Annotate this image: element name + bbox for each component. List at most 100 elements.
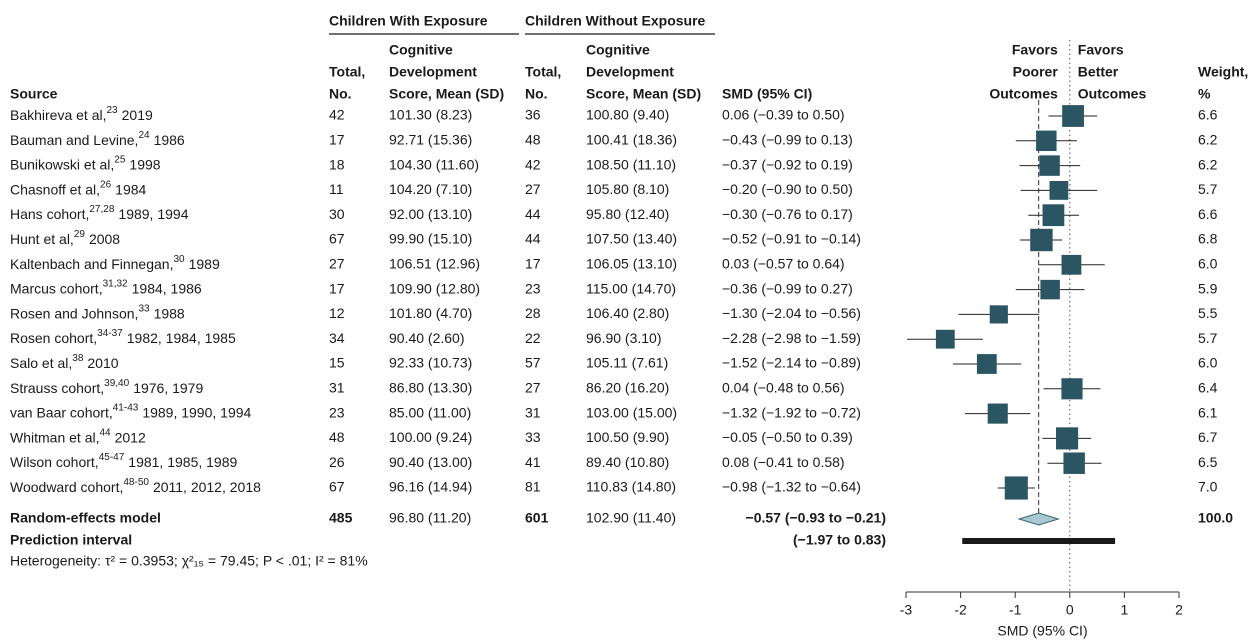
favors-left: Favors	[1012, 42, 1058, 58]
x-tick-label: -2	[954, 602, 967, 618]
source-year: 1988	[154, 305, 185, 321]
source: Rosen and Johnson,33 1988	[10, 303, 185, 321]
source: van Baar cohort,41-43 1989, 1990, 1994	[10, 402, 252, 420]
smd-ci: −2.28 (−2.98 to −1.59)	[722, 330, 861, 346]
effect-square	[1056, 427, 1079, 450]
column-header: Total,	[525, 64, 561, 80]
smd-ci: −0.43 (−0.99 to 0.13)	[722, 132, 853, 148]
smd-ci: 0.06 (−0.39 to 0.50)	[722, 107, 845, 123]
smd-ci: −0.52 (−0.91 to −0.14)	[722, 231, 861, 247]
weight: 6.4	[1198, 380, 1218, 396]
source-name: Bauman and Levine,	[10, 132, 138, 148]
total-unexposed: 23	[525, 280, 541, 296]
favors-right: Outcomes	[1078, 86, 1147, 102]
source-name: Whitman et al,	[10, 429, 99, 445]
weight: 5.9	[1198, 280, 1218, 296]
smd-ci: −1.30 (−2.04 to −0.56)	[722, 305, 861, 321]
effect-square	[1036, 130, 1057, 152]
smd-ci: −0.20 (−0.90 to 0.50)	[722, 181, 853, 197]
source-year: 1989	[189, 256, 220, 272]
source-name: Salo et al,	[10, 355, 72, 371]
source-ref: 23	[107, 105, 119, 116]
score-exposed: 101.30 (8.23)	[389, 107, 472, 123]
total-exposed: 12	[329, 305, 345, 321]
score-exposed: 100.00 (9.24)	[389, 429, 472, 445]
smd-ci: 0.04 (−0.48 to 0.56)	[722, 380, 845, 396]
source: Marcus cohort,31,32 1984, 1986	[10, 278, 202, 296]
score-exposed: 85.00 (11.00)	[389, 404, 471, 420]
score-unexposed: 110.83 (14.80)	[586, 479, 676, 495]
source-ref: 24	[138, 129, 150, 140]
summary-score-exposed: 96.80 (11.20)	[389, 510, 471, 526]
score-unexposed: 106.05 (13.10)	[586, 256, 677, 272]
source-year: 1982, 1984, 1985	[127, 330, 236, 346]
total-unexposed: 33	[525, 429, 541, 445]
score-unexposed: 95.80 (12.40)	[586, 206, 669, 222]
favors-right: Favors	[1078, 42, 1124, 58]
weight: 5.7	[1198, 330, 1218, 346]
score-exposed: 92.33 (10.73)	[389, 355, 472, 371]
total-unexposed: 22	[525, 330, 541, 346]
source-ref: 45-47	[99, 452, 125, 463]
source-ref: 31,32	[103, 278, 128, 289]
score-exposed: 90.40 (13.00)	[389, 454, 472, 470]
source-ref: 25	[114, 154, 126, 165]
source-year: 2019	[122, 107, 153, 123]
effect-square	[976, 354, 997, 374]
score-unexposed: 89.40 (10.80)	[586, 454, 669, 470]
x-tick-label: -3	[900, 602, 913, 618]
score-exposed: 99.90 (15.10)	[389, 231, 472, 247]
summary-total-unexposed: 601	[525, 510, 549, 526]
total-exposed: 11	[329, 181, 344, 197]
source: Woodward cohort,48-50 2011, 2012, 2018	[10, 477, 261, 495]
score-exposed: 96.16 (14.94)	[389, 479, 472, 495]
weight: 6.5	[1198, 454, 1218, 470]
total-unexposed: 27	[525, 380, 541, 396]
effect-square	[1030, 228, 1053, 252]
source-year: 1989, 1994	[118, 206, 188, 222]
weight: 6.7	[1198, 429, 1218, 445]
weight: 6.8	[1198, 231, 1218, 247]
source-name: Marcus cohort,	[10, 280, 103, 296]
total-unexposed: 17	[525, 256, 541, 272]
effect-square	[1061, 378, 1083, 400]
score-unexposed: 100.50 (9.90)	[586, 429, 669, 445]
summary-total-exposed: 485	[329, 510, 353, 526]
summary-diamond	[1017, 512, 1061, 526]
weight: 6.2	[1198, 132, 1218, 148]
score-exposed: 92.71 (15.36)	[389, 132, 472, 148]
score-exposed: 109.90 (12.80)	[389, 280, 480, 296]
source-ref: 30	[173, 253, 185, 264]
summary-name: Random-effects model	[10, 510, 161, 526]
source-year: 1981, 1985, 1989	[128, 454, 237, 470]
total-exposed: 15	[329, 355, 345, 371]
weight: 100.0	[1198, 510, 1233, 526]
source-ref: 38	[72, 353, 84, 364]
source-year: 2011, 2012, 2018	[153, 479, 261, 495]
smd-ci: −0.05 (−0.50 to 0.39)	[722, 429, 853, 445]
source: Kaltenbach and Finnegan,30 1989	[10, 253, 220, 271]
source: Hunt et al,29 2008	[10, 229, 120, 247]
weight: 5.5	[1198, 305, 1218, 321]
source-ref: 39,40	[104, 377, 129, 388]
score-exposed: 104.30 (11.60)	[389, 156, 479, 172]
source: Bunikowski et al,25 1998	[10, 154, 161, 172]
total-unexposed: 44	[525, 231, 541, 247]
score-exposed: 104.20 (7.10)	[389, 181, 472, 197]
column-header: SMD (95% CI)	[722, 86, 812, 102]
smd-ci: −0.37 (−0.92 to 0.19)	[722, 156, 853, 172]
effect-square	[1040, 279, 1060, 300]
source: Hans cohort,27,28 1989, 1994	[10, 204, 189, 222]
column-header: Total,	[329, 64, 365, 80]
x-tick-label: 1	[1121, 602, 1129, 618]
source: Rosen cohort,34-37 1982, 1984, 1985	[10, 328, 236, 346]
weight: 6.6	[1198, 107, 1218, 123]
total-exposed: 31	[329, 380, 345, 396]
source: Bakhireva et al,23 2019	[10, 105, 153, 123]
weight: 5.7	[1198, 181, 1218, 197]
score-unexposed: 105.80 (8.10)	[586, 181, 669, 197]
total-exposed: 42	[329, 107, 345, 123]
weight: 6.0	[1198, 256, 1218, 272]
total-unexposed: 81	[525, 479, 541, 495]
effect-square	[1042, 204, 1065, 227]
